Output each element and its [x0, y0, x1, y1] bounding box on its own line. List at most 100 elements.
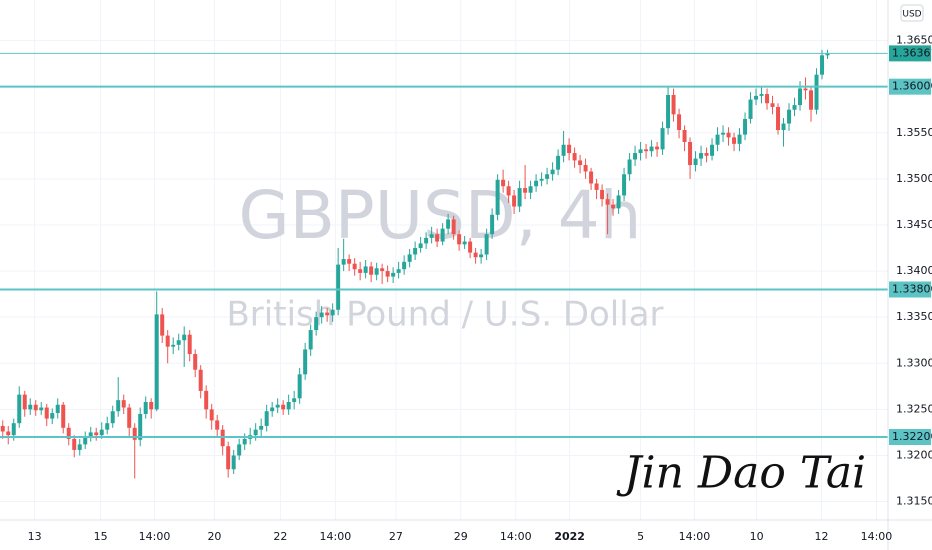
y-tick-label: 1.32500: [896, 402, 932, 415]
candle-body: [633, 153, 638, 160]
candle-body: [528, 186, 533, 193]
candle-body: [110, 411, 115, 424]
candle-body: [616, 195, 621, 209]
candle-body: [380, 268, 385, 272]
candle-body: [385, 271, 390, 277]
candle-body: [787, 109, 792, 124]
candle-body: [440, 228, 445, 242]
candle-body: [0, 425, 5, 432]
candle-body: [759, 94, 764, 96]
candle-body: [671, 94, 676, 115]
candle-body: [418, 243, 423, 249]
candle-body: [435, 234, 440, 242]
candle-body: [330, 309, 335, 316]
candle-body: [204, 390, 209, 410]
candle-body: [534, 180, 539, 187]
candle-body: [44, 407, 49, 419]
y-tick-label: 1.36500: [896, 34, 932, 47]
candle-body: [275, 404, 280, 408]
candle-body: [600, 189, 605, 200]
candle-body: [347, 259, 352, 264]
x-tick-label: 13: [28, 530, 42, 543]
candle-body: [6, 431, 11, 436]
candle-body: [693, 158, 698, 166]
candle-body: [264, 411, 269, 426]
candle-body: [292, 398, 297, 402]
candle-body: [715, 134, 720, 145]
candle-body: [484, 234, 489, 255]
candle-body: [594, 183, 599, 190]
watermark-description: British Pound / U.S. Dollar: [226, 295, 663, 335]
candle-body: [176, 340, 181, 345]
candle-body: [253, 429, 258, 436]
candle-body: [374, 268, 379, 275]
candle-body: [215, 420, 220, 430]
candle-body: [803, 88, 808, 91]
level-badge: [889, 281, 931, 298]
candle-body: [649, 146, 654, 152]
candle-body: [72, 438, 77, 450]
candle-body: [704, 153, 709, 156]
candle-body: [666, 94, 671, 129]
candle-body: [473, 252, 478, 258]
candle-body: [127, 407, 132, 428]
candle-body: [270, 407, 275, 412]
candle-body: [677, 114, 682, 130]
candle-body: [352, 263, 357, 270]
candle-body: [583, 165, 588, 172]
y-tick-label: 1.35000: [896, 172, 932, 185]
candle-body: [429, 234, 434, 238]
candle-body: [325, 312, 330, 316]
candle-body: [336, 264, 341, 310]
candle-body: [66, 427, 71, 439]
y-tick-label: 1.31500: [896, 495, 932, 508]
candle-body: [578, 160, 583, 166]
candle-body: [809, 90, 814, 110]
currency-badge[interactable]: [900, 4, 924, 22]
x-tick-label: 14:00: [320, 530, 352, 543]
candle-body: [171, 344, 176, 347]
candle-body: [561, 144, 566, 156]
candle-body: [61, 404, 66, 428]
candle-body: [132, 427, 137, 440]
candle-body: [55, 404, 60, 414]
candle-body: [11, 423, 16, 436]
y-tick-label: 1.33500: [896, 310, 932, 323]
last-price-label: 1.36361: [892, 46, 932, 59]
candle-body: [622, 174, 627, 196]
y-tick-label: 1.33000: [896, 356, 932, 369]
level-badge: [889, 429, 931, 446]
candle-body: [154, 314, 159, 410]
signature: Jin Dao Tai: [616, 448, 866, 499]
candle-body: [765, 94, 770, 104]
candle-body: [748, 99, 753, 119]
candle-body: [682, 130, 687, 142]
candle-body: [743, 118, 748, 135]
currency-label: USD: [902, 10, 921, 20]
x-tick-label: 22: [273, 530, 287, 543]
level-label: 1.33800: [892, 283, 932, 296]
candle-body: [407, 254, 412, 262]
candle-body: [721, 132, 726, 135]
candle-body: [341, 259, 346, 265]
candle-body: [638, 149, 643, 154]
candle-body: [501, 179, 506, 187]
candle-body: [424, 237, 429, 244]
candle-body: [655, 146, 660, 150]
candle-body: [754, 95, 759, 100]
candle-body: [226, 446, 231, 470]
candle-body: [22, 394, 27, 410]
candle-body: [88, 432, 93, 438]
candle-body: [39, 407, 44, 411]
candle-body: [451, 219, 456, 235]
candle-body: [50, 413, 55, 419]
y-tick-label: 1.34500: [896, 218, 932, 231]
level-label: 1.36000: [892, 80, 932, 93]
x-tick-label: 5: [637, 530, 644, 543]
candle-body: [462, 241, 467, 245]
candle-body: [517, 188, 522, 207]
candle-body: [479, 254, 484, 258]
candle-body: [792, 105, 797, 110]
candle-body: [825, 53, 830, 56]
candle-body: [198, 369, 203, 391]
